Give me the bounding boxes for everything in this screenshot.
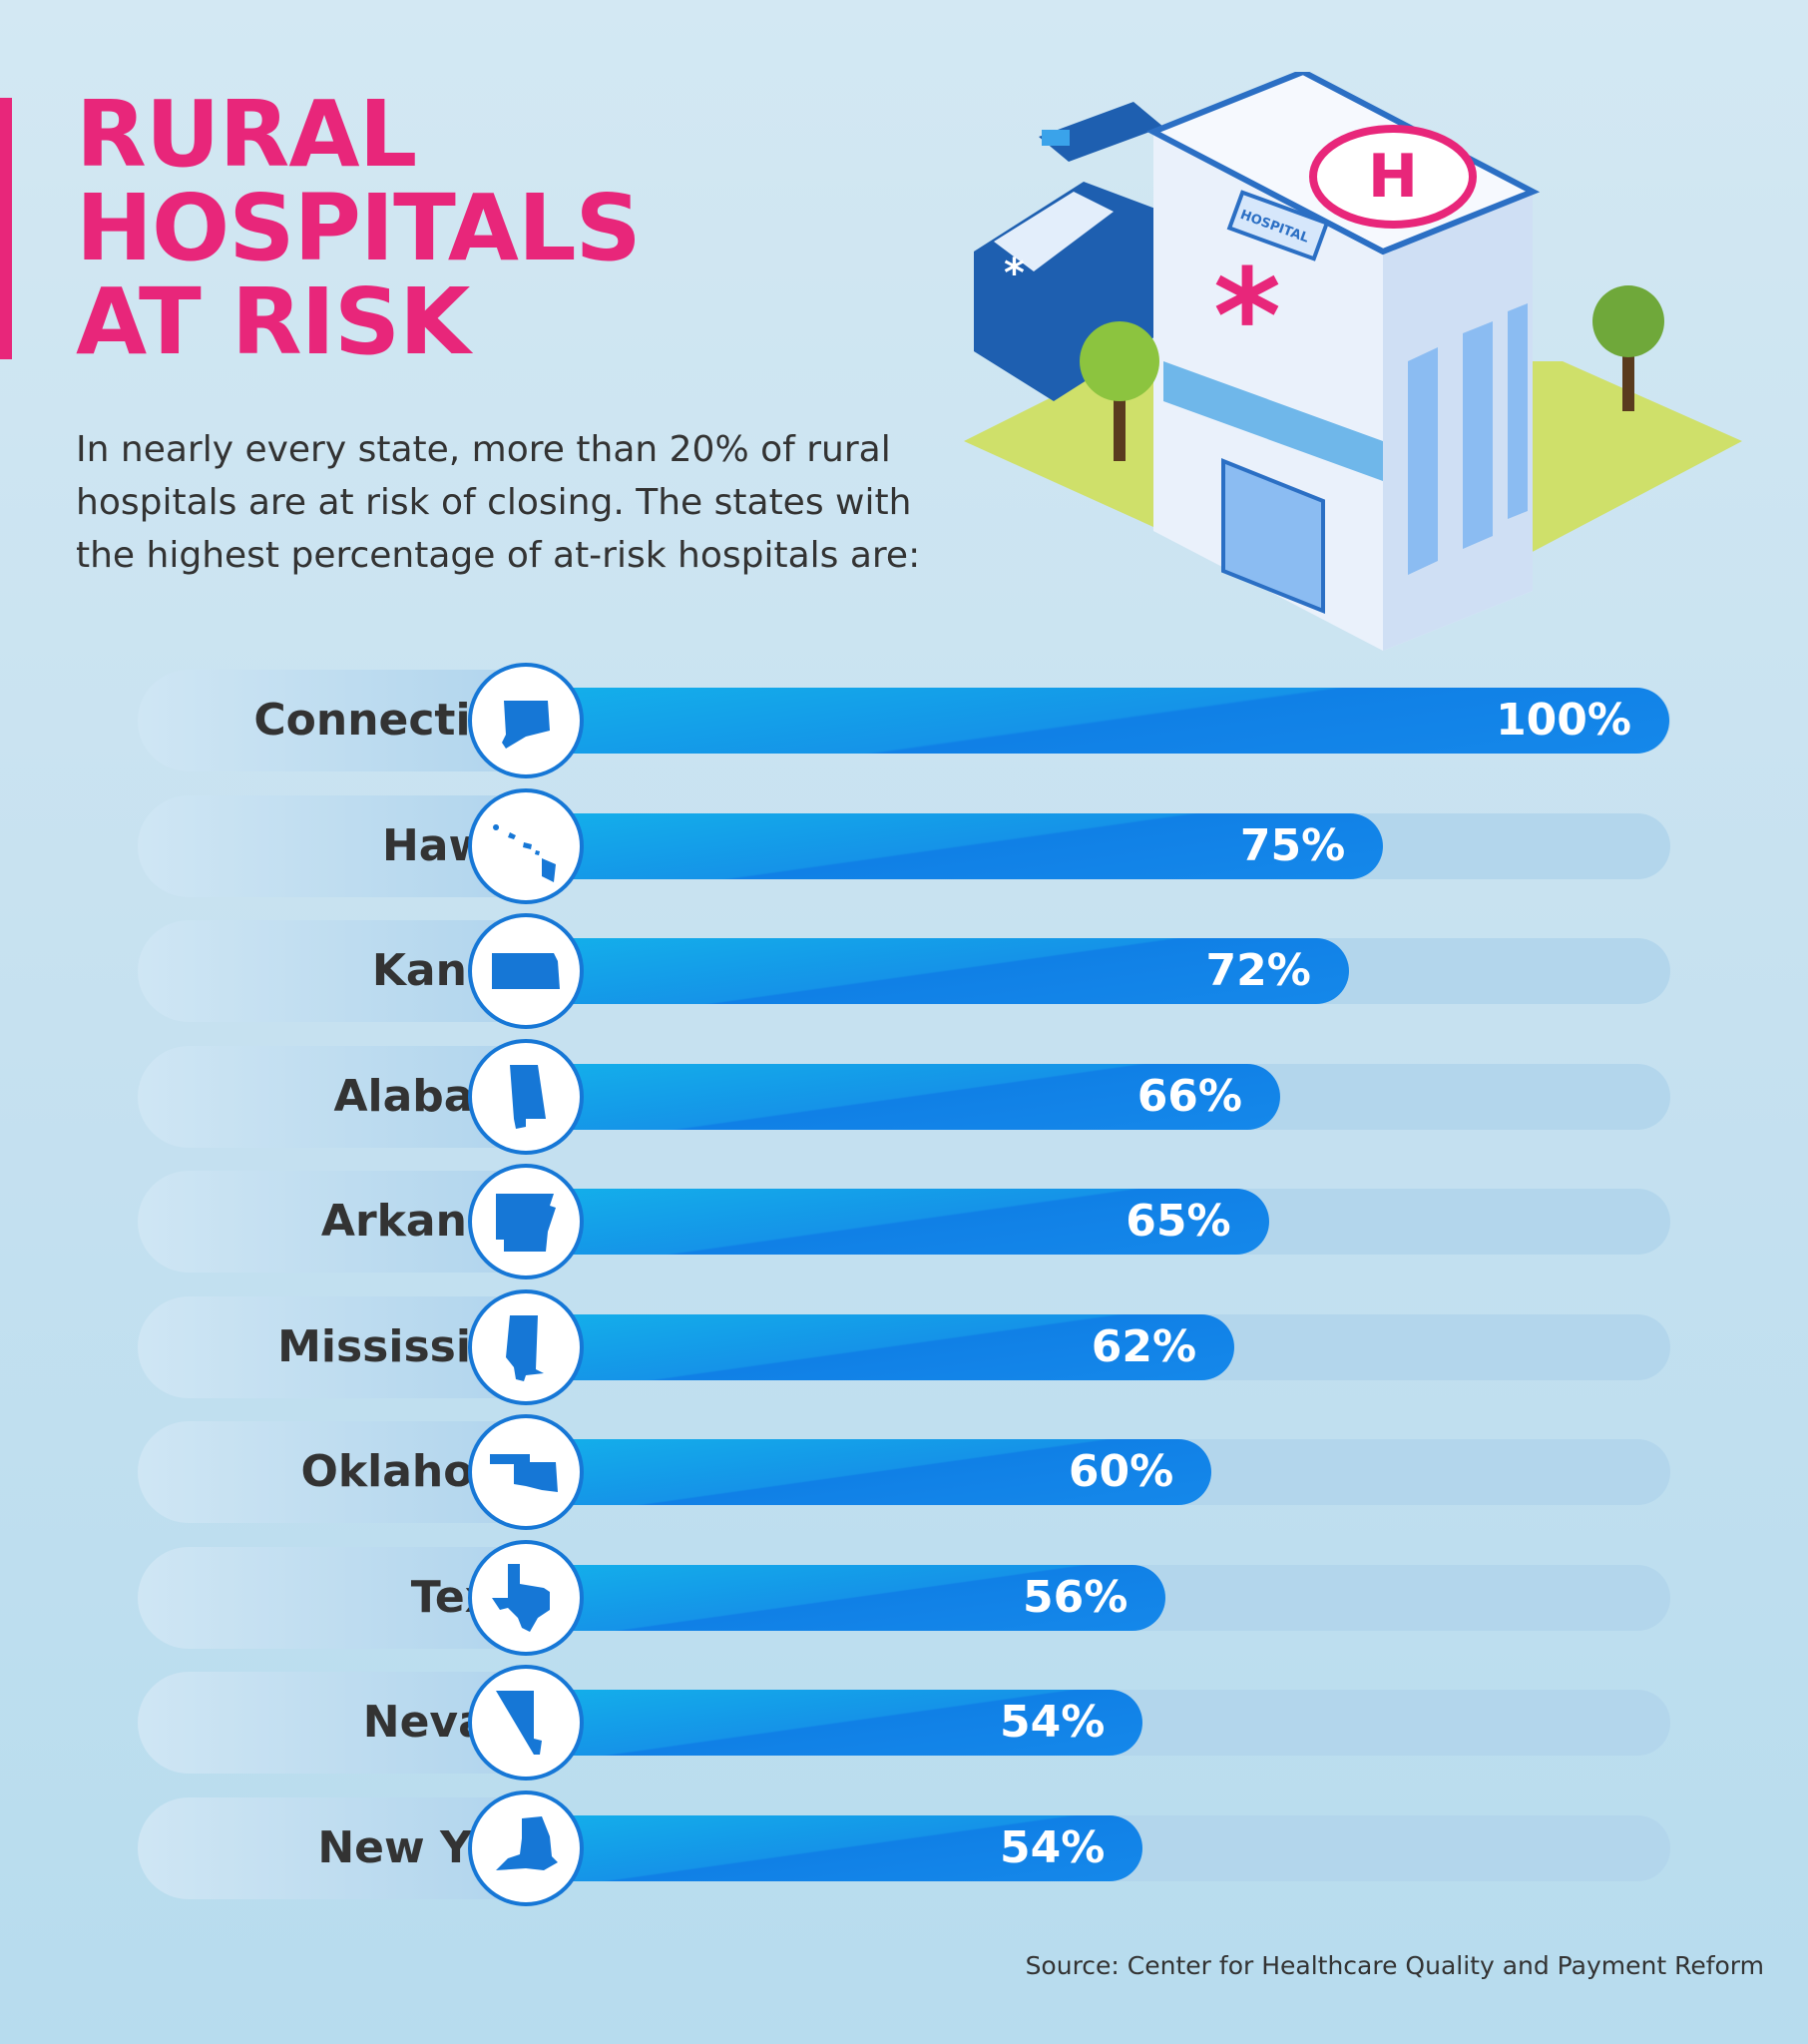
state-icon-badge (468, 1665, 584, 1781)
bar-row: 60% Oklahoma (138, 1414, 1670, 1530)
mississippi-map-icon (506, 1314, 544, 1381)
alabama-map-icon (510, 1064, 546, 1129)
bar-fill (525, 1564, 1166, 1631)
bar-row: 72% Kansas (138, 913, 1670, 1029)
kansas-map-icon (492, 953, 560, 989)
bar-row: 65% Arkansas (138, 1164, 1670, 1279)
connecticut-map-icon (502, 701, 550, 749)
state-icon-badge (468, 1038, 584, 1155)
svg-text:*: * (1004, 251, 1025, 296)
state-icon-badge (468, 913, 584, 1029)
helipad-label: H (1368, 142, 1418, 212)
value-label: 60% (1068, 1446, 1174, 1497)
bar-fill (525, 1690, 1143, 1756)
title-line: AT RISK (76, 268, 470, 375)
value-label: 75% (1239, 819, 1346, 871)
bar-fill (525, 938, 1349, 1004)
nevada-map-icon (496, 1691, 542, 1755)
bar-row: 62% Mississippi (138, 1288, 1670, 1405)
state-icon-badge (468, 663, 584, 778)
bar-row: 100% Connecticut (138, 663, 1670, 778)
oklahoma-map-icon (490, 1454, 558, 1492)
bar-row: 75% Hawaii (138, 787, 1670, 904)
bar-fill (525, 812, 1384, 879)
value-label: 66% (1136, 1070, 1243, 1122)
bar-fill (525, 1063, 1281, 1130)
value-label: 62% (1091, 1320, 1197, 1372)
page-title: RURAL HOSPITALS AT RISK (76, 81, 642, 375)
state-icon-badge (468, 787, 584, 904)
tree-icon (1080, 321, 1159, 461)
arkansas-map-icon (496, 1194, 556, 1252)
value-label: 54% (1000, 1821, 1106, 1873)
value-label: 54% (1000, 1697, 1106, 1748)
bar-row: 66% Alabama (138, 1038, 1670, 1155)
intro-text: In nearly every state, more than 20% of … (76, 429, 921, 576)
bar-fill (525, 1313, 1235, 1380)
state-icon-badge (468, 1164, 584, 1279)
medical-star-icon: * (1213, 241, 1281, 392)
value-label: 72% (1205, 945, 1311, 996)
state-icon-badge (468, 1789, 584, 1906)
title-line: RURAL (76, 81, 417, 188)
tree-icon (1592, 285, 1664, 411)
bar-row: 54% New York (138, 1789, 1670, 1906)
value-label: 56% (1022, 1571, 1129, 1623)
bar-fill (525, 1439, 1212, 1505)
title-accent-bar (0, 98, 12, 359)
bar-fill (525, 1814, 1143, 1881)
value-label: 65% (1126, 1196, 1231, 1247)
new-york-map-icon (496, 1815, 558, 1870)
state-icon-badge (468, 1414, 584, 1530)
source-note: Source: Center for Healthcare Quality an… (1025, 1951, 1764, 1980)
bar-row: 54% Nevada (138, 1665, 1670, 1781)
value-label: 100% (1496, 695, 1631, 746)
bar-fill (525, 1189, 1269, 1255)
state-icon-badge (468, 1288, 584, 1405)
hawaii-map-icon (493, 823, 556, 882)
bar-fill (525, 688, 1669, 754)
bar-row: 56% Texas (138, 1539, 1670, 1656)
state-icon-badge (468, 1539, 584, 1656)
title-line: HOSPITALS (76, 175, 642, 281)
texas-map-icon (492, 1563, 550, 1632)
hospital-illustration-icon: * H HOSPITAL * (964, 72, 1742, 651)
